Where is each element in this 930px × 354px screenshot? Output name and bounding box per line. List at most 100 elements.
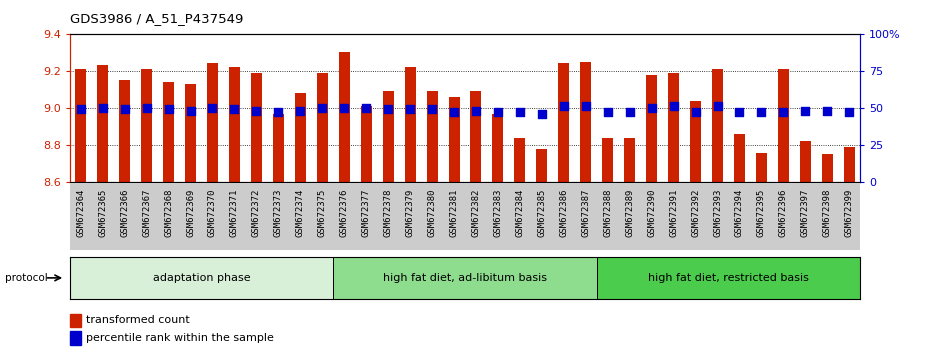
Text: transformed count: transformed count (86, 315, 190, 325)
Point (512, 110, 527, 115)
Text: GSM672393: GSM672393 (713, 189, 722, 237)
Point (578, 104, 593, 109)
Text: GSM672368: GSM672368 (164, 189, 173, 237)
Bar (514, 138, 525, 182)
Text: GSM672389: GSM672389 (625, 189, 634, 237)
Text: GSM672399: GSM672399 (844, 189, 854, 237)
Text: GSM672396: GSM672396 (779, 189, 788, 237)
Point (271, 110, 286, 115)
Point (95, 105, 110, 111)
Bar (448, 97, 459, 182)
Text: GSM672390: GSM672390 (647, 189, 657, 237)
Bar (229, 67, 240, 182)
Bar (185, 84, 196, 182)
Text: GSM672376: GSM672376 (339, 189, 349, 237)
Point (556, 104, 571, 109)
Text: GSM672394: GSM672394 (735, 189, 744, 237)
Text: GSM672381: GSM672381 (449, 189, 458, 237)
Point (425, 107, 440, 112)
Point (161, 107, 176, 112)
Text: GSM672375: GSM672375 (318, 189, 326, 237)
Bar (800, 141, 811, 182)
Text: GSM672379: GSM672379 (405, 189, 415, 237)
Bar (756, 153, 767, 182)
Bar (603, 138, 613, 182)
Point (490, 110, 505, 115)
Bar (382, 91, 393, 182)
Text: GSM672384: GSM672384 (515, 189, 525, 237)
Bar (646, 75, 658, 182)
Bar (597, 257, 860, 299)
Bar (295, 93, 306, 182)
Text: high fat diet, ad-libitum basis: high fat diet, ad-libitum basis (383, 273, 547, 283)
Text: GSM672398: GSM672398 (823, 189, 831, 237)
Bar (317, 73, 327, 182)
Text: GSM672391: GSM672391 (669, 189, 678, 237)
Point (227, 107, 242, 112)
Point (73, 107, 88, 112)
Bar (141, 69, 153, 182)
Text: adaptation phase: adaptation phase (153, 273, 250, 283)
Bar (361, 106, 372, 182)
Point (644, 105, 659, 111)
Text: GSM672366: GSM672366 (120, 189, 129, 237)
Text: GSM672383: GSM672383 (494, 189, 502, 237)
Bar (427, 91, 437, 182)
Text: GSM672364: GSM672364 (76, 189, 86, 237)
Bar (207, 63, 218, 182)
Text: GSM672380: GSM672380 (428, 189, 436, 237)
Point (820, 108, 835, 114)
Bar (777, 69, 789, 182)
Text: GDS3986 / A_51_P437549: GDS3986 / A_51_P437549 (70, 12, 243, 25)
Point (140, 105, 154, 111)
Text: GSM672382: GSM672382 (472, 189, 481, 237)
Bar (339, 52, 350, 182)
Bar (163, 82, 174, 182)
Bar (537, 149, 548, 182)
Point (380, 107, 395, 112)
Point (842, 110, 857, 115)
Bar (70, 257, 333, 299)
Point (732, 110, 747, 115)
Text: GSM672386: GSM672386 (559, 189, 568, 237)
Point (535, 111, 550, 117)
Bar (493, 114, 503, 182)
Bar (734, 134, 745, 182)
Bar (272, 114, 284, 182)
Bar (822, 154, 832, 182)
Bar (844, 147, 855, 182)
Bar (333, 257, 597, 299)
Text: GSM672385: GSM672385 (538, 189, 546, 237)
Bar (668, 73, 679, 182)
Point (183, 108, 198, 114)
Point (600, 110, 615, 115)
Text: GSM672369: GSM672369 (186, 189, 195, 237)
Bar (712, 69, 723, 182)
Point (688, 110, 703, 115)
Bar (580, 62, 591, 182)
Point (403, 107, 418, 112)
Point (754, 110, 769, 115)
Point (117, 107, 132, 112)
Bar (624, 138, 635, 182)
Text: GSM672378: GSM672378 (384, 189, 392, 237)
Text: GSM672373: GSM672373 (273, 189, 283, 237)
Bar (405, 67, 416, 182)
Text: GSM672397: GSM672397 (801, 189, 810, 237)
Bar (690, 101, 701, 182)
Bar (251, 73, 262, 182)
Point (205, 105, 219, 111)
Bar (558, 63, 569, 182)
Text: percentile rank within the sample: percentile rank within the sample (86, 333, 273, 343)
Text: high fat diet, restricted basis: high fat diet, restricted basis (648, 273, 809, 283)
Text: GSM672395: GSM672395 (757, 189, 766, 237)
Point (776, 110, 790, 115)
Point (249, 108, 264, 114)
Text: GSM672387: GSM672387 (581, 189, 591, 237)
Text: GSM672367: GSM672367 (142, 189, 151, 237)
Text: GSM672377: GSM672377 (362, 189, 371, 237)
Point (359, 105, 374, 111)
Bar (471, 91, 482, 182)
Bar (119, 80, 130, 182)
Text: GSM672388: GSM672388 (604, 189, 612, 237)
